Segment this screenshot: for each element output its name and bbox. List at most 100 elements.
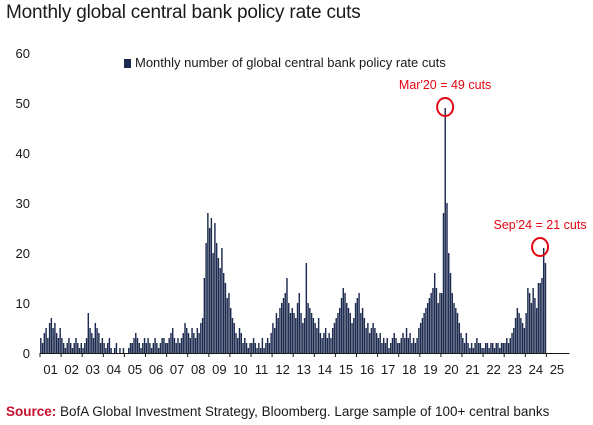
bar <box>307 303 309 353</box>
bar <box>194 338 197 353</box>
bar <box>456 313 459 353</box>
bar <box>152 343 155 353</box>
bar <box>212 253 214 353</box>
y-tick-label: 40 <box>16 146 30 161</box>
bar <box>448 253 450 353</box>
bar <box>143 338 146 353</box>
bar <box>534 298 536 353</box>
bar <box>342 288 344 353</box>
bar <box>272 323 274 353</box>
source-text: BofA Global Investment Strategy, Bloombe… <box>56 404 550 419</box>
bar <box>200 323 202 353</box>
y-tick-label: 60 <box>16 46 30 61</box>
bar <box>207 213 209 353</box>
bar <box>419 323 422 353</box>
bar <box>490 343 492 353</box>
bar <box>298 293 301 353</box>
bar <box>184 323 186 353</box>
x-tick-label: 14 <box>318 362 332 377</box>
x-tick-label: 15 <box>339 362 353 377</box>
bar <box>182 333 184 353</box>
bar <box>467 343 469 353</box>
bar <box>237 338 239 353</box>
bar <box>504 343 506 353</box>
bar <box>483 348 485 353</box>
bar <box>463 343 466 353</box>
bar <box>189 338 191 353</box>
bar <box>411 343 413 353</box>
bar <box>284 293 286 353</box>
bar <box>110 348 112 353</box>
bar <box>330 338 332 353</box>
bar <box>82 348 84 353</box>
bar <box>370 328 373 353</box>
bar <box>249 343 251 353</box>
bar <box>507 343 510 353</box>
bar <box>400 338 402 353</box>
bar <box>402 333 404 353</box>
bar <box>61 338 63 353</box>
bar <box>425 308 427 353</box>
bar <box>101 338 104 353</box>
x-tick-label: 03 <box>86 362 100 377</box>
bar <box>535 308 538 353</box>
bar <box>293 313 295 353</box>
bar <box>488 348 490 353</box>
bar <box>73 343 75 353</box>
bar <box>180 338 183 353</box>
bar <box>256 348 258 353</box>
bar <box>495 343 497 353</box>
bar <box>321 338 323 353</box>
bar <box>528 293 531 353</box>
bar <box>179 343 181 353</box>
bar <box>161 338 163 353</box>
bar <box>412 338 415 353</box>
y-tick-label: 20 <box>16 246 30 261</box>
bar <box>316 328 318 353</box>
bar <box>244 338 246 353</box>
x-tick-label: 20 <box>444 362 458 377</box>
bar <box>295 318 297 353</box>
bar <box>444 108 446 353</box>
bar <box>71 348 74 353</box>
bar <box>147 338 149 353</box>
bar <box>358 293 360 353</box>
y-tick-label: 10 <box>16 296 30 311</box>
x-tick-label: 21 <box>465 362 479 377</box>
bar <box>203 278 206 353</box>
bar <box>476 338 478 353</box>
bar <box>513 328 515 353</box>
bar <box>404 338 406 353</box>
bar <box>474 343 476 353</box>
bar <box>177 338 179 353</box>
bar <box>238 328 241 353</box>
bar <box>77 343 79 353</box>
bar <box>80 343 82 353</box>
bar <box>145 343 148 353</box>
bar <box>66 343 68 353</box>
bar-series <box>40 108 547 353</box>
bar <box>170 333 172 353</box>
bar <box>282 298 285 353</box>
bar <box>390 343 392 353</box>
bar <box>193 333 195 353</box>
bar <box>470 343 473 353</box>
bar <box>416 338 418 353</box>
bar <box>331 328 334 353</box>
bar <box>54 323 56 353</box>
bar <box>409 333 411 353</box>
annotation-label: Sep'24 = 21 cuts <box>494 218 587 232</box>
bar <box>154 338 156 353</box>
bar <box>115 343 118 353</box>
x-tick-label: 10 <box>233 362 247 377</box>
bar <box>527 288 529 353</box>
bar <box>398 343 401 353</box>
bar <box>365 328 367 353</box>
bar <box>286 278 288 353</box>
bar <box>219 268 221 353</box>
bar <box>506 338 508 353</box>
bar <box>233 323 235 353</box>
bar <box>128 348 130 353</box>
bar <box>235 333 237 353</box>
bar <box>347 308 350 353</box>
